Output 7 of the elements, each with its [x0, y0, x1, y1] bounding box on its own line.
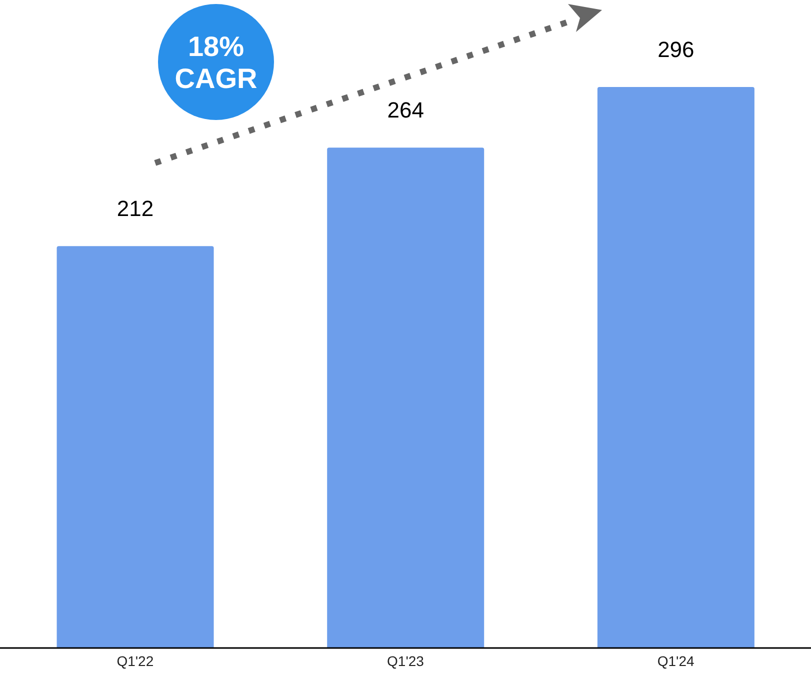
annotation: 18% CAGR — [174, 31, 258, 94]
x-tick-label: Q1'22 — [116, 652, 154, 669]
data-label: 264 — [387, 98, 424, 123]
x-tick-label: Q1'24 — [657, 652, 695, 669]
x-tick-label: Q1'23 — [387, 652, 424, 669]
data-label: 212 — [116, 196, 154, 222]
data-label: 296 — [658, 36, 694, 62]
